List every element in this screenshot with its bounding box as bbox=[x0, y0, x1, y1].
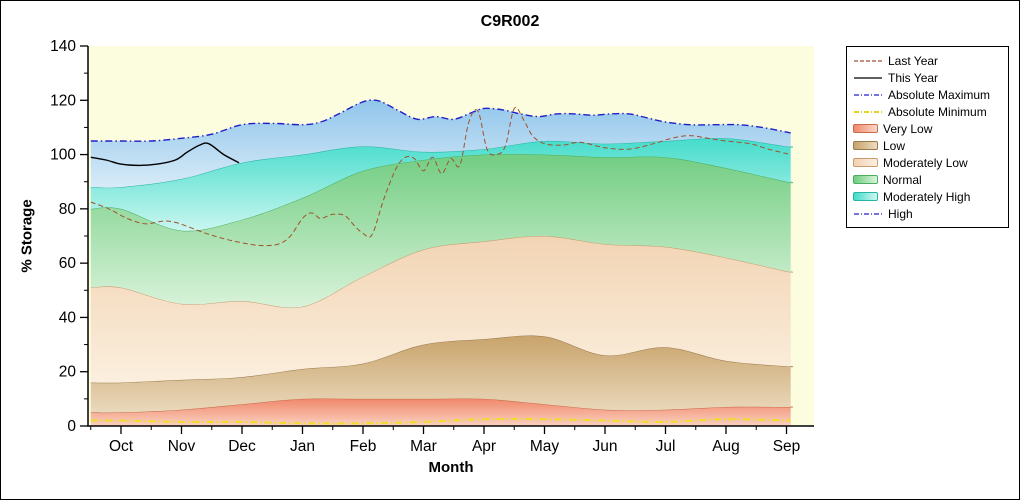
y-tick-label: 140 bbox=[50, 38, 76, 55]
x-tick-label: Jan bbox=[290, 438, 315, 455]
legend-swatch-very-low bbox=[853, 124, 878, 133]
legend-item-very-low: Very Low bbox=[853, 120, 1006, 137]
series-lines bbox=[90, 99, 791, 425]
legend-label: Very Low bbox=[883, 121, 933, 136]
legend-label: Moderately High bbox=[883, 189, 971, 204]
x-tick-label: Oct bbox=[109, 438, 134, 455]
legend-swatch-low bbox=[853, 141, 878, 150]
line-absolute-minimum bbox=[90, 417, 791, 425]
y-tick-label: 40 bbox=[59, 309, 77, 326]
legend-item-high: High bbox=[853, 205, 1006, 222]
legend-item-low: Low bbox=[853, 137, 1006, 154]
legend-label: This Year bbox=[888, 70, 939, 85]
line-this-year bbox=[90, 142, 240, 167]
legend-swatch-this-year bbox=[854, 76, 882, 79]
x-tick-label: Mar bbox=[410, 438, 437, 455]
x-tick-label: Jun bbox=[593, 438, 618, 455]
legend-swatch-normal bbox=[853, 175, 878, 184]
legend-item-last-year: Last Year bbox=[853, 52, 1006, 69]
band-normal bbox=[90, 154, 793, 308]
legend-label: Moderately Low bbox=[883, 155, 968, 170]
legend-label: High bbox=[888, 206, 913, 221]
x-tick-label: Sep bbox=[773, 438, 801, 455]
legend-swatch-high bbox=[854, 212, 882, 215]
legend-item-absolute-maximum: Absolute Maximum bbox=[853, 86, 1006, 103]
band-low bbox=[90, 335, 793, 413]
legend-item-moderately-low: Moderately Low bbox=[853, 154, 1006, 171]
legend: Last Year This Year Absolute Maximum Absolu… bbox=[846, 46, 1009, 228]
legend-swatch-last-year bbox=[854, 59, 882, 62]
legend-item-moderately-high: Moderately High bbox=[853, 188, 1006, 205]
legend-label: Normal bbox=[883, 172, 922, 187]
legend-swatch-absolute-minimum bbox=[854, 110, 882, 113]
band-very-low bbox=[90, 398, 793, 426]
line-last-year bbox=[90, 106, 791, 247]
x-tick-label: Dec bbox=[228, 438, 256, 455]
legend-label: Absolute Maximum bbox=[888, 87, 991, 102]
y-tick-label: 20 bbox=[59, 364, 77, 381]
band-high bbox=[90, 100, 793, 188]
x-tick-label: Jul bbox=[656, 438, 676, 455]
x-tick-label: May bbox=[530, 438, 560, 455]
bands bbox=[90, 100, 793, 426]
y-tick-label: 100 bbox=[50, 147, 76, 164]
legend-item-normal: Normal bbox=[853, 171, 1006, 188]
band-moderately-low bbox=[90, 235, 793, 383]
legend-swatch-moderately-low bbox=[853, 158, 878, 167]
x-tick-label: Apr bbox=[472, 438, 496, 455]
x-tick-label: Aug bbox=[712, 438, 740, 455]
line-absolute-maximum bbox=[90, 99, 791, 142]
legend-item-absolute-minimum: Absolute Minimum bbox=[853, 103, 1006, 120]
y-tick-label: 60 bbox=[59, 255, 77, 272]
legend-swatch-moderately-high bbox=[853, 192, 878, 201]
legend-item-this-year: This Year bbox=[853, 69, 1006, 86]
x-tick-label: Feb bbox=[350, 438, 377, 455]
band-moderately-high bbox=[90, 138, 793, 231]
legend-label: Absolute Minimum bbox=[888, 104, 987, 119]
y-tick-label: 80 bbox=[59, 201, 77, 218]
legend-label: Last Year bbox=[888, 53, 939, 68]
legend-swatch-absolute-maximum bbox=[854, 93, 882, 96]
x-axis-title: Month bbox=[428, 459, 474, 476]
legend-label: Low bbox=[883, 138, 906, 153]
y-tick-label: 120 bbox=[50, 92, 76, 109]
x-tick-label: Nov bbox=[168, 438, 196, 455]
y-tick-label: 0 bbox=[67, 418, 76, 435]
axes: 0 20 40 60 80 100 120 140 Oct Nov Dec Jan Feb Mar Apr M… bbox=[50, 38, 814, 455]
chart-title: C9R002 bbox=[480, 13, 540, 30]
